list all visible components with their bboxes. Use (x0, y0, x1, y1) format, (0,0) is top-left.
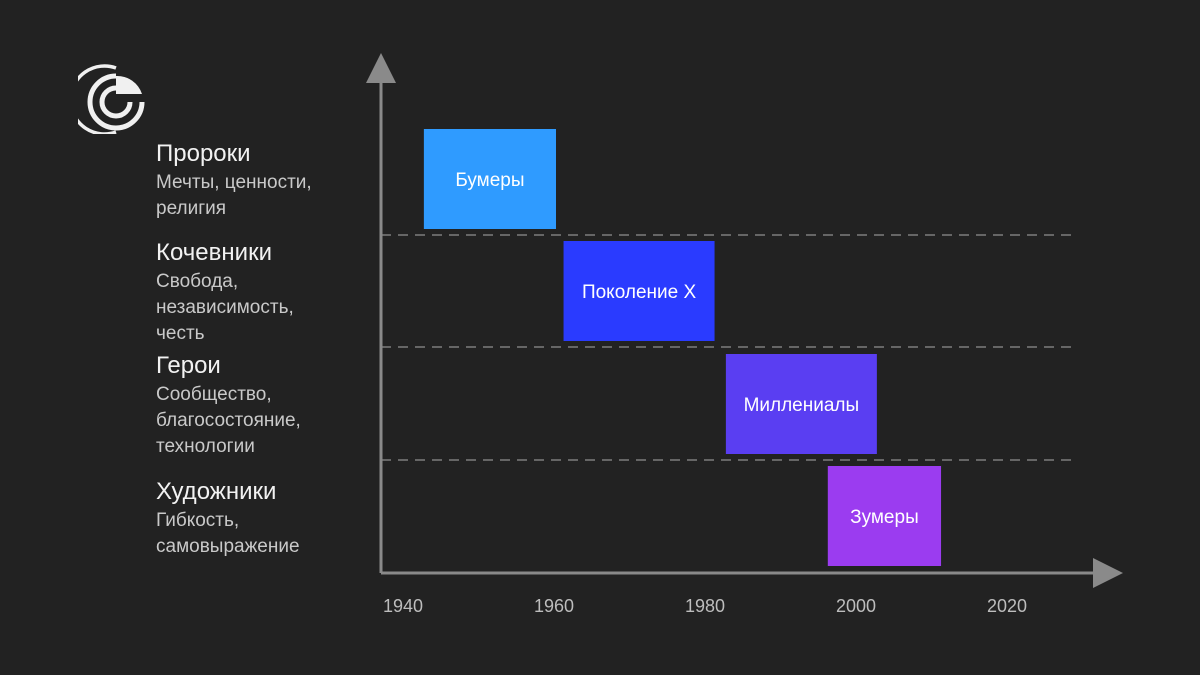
x-tick-label: 1980 (685, 596, 725, 616)
generation-bar (563, 241, 715, 341)
x-tick-label: 2020 (987, 596, 1027, 616)
category-prophets: Пророки Мечты, ценности, религия (156, 140, 356, 222)
category-description: Свобода, независимость, честь (156, 271, 294, 344)
generation-bar-label: Миллениалы (744, 395, 860, 416)
category-description: Сообщество, благосостояние, технологии (156, 384, 301, 457)
generation-bar-label: Бумеры (455, 170, 524, 191)
generation-bar-label: Поколение X (582, 282, 697, 303)
generation-bar (423, 129, 556, 229)
category-artists: Художники Гибкость, самовыражение (156, 478, 356, 560)
x-tick-label: 1940 (383, 596, 423, 616)
brand-logo-icon (78, 64, 145, 134)
category-title: Кочевники (156, 239, 272, 266)
category-nomads: Кочевники Свобода, независимость, честь (156, 239, 356, 347)
category-heroes: Герои Сообщество, благосостояние, технол… (156, 352, 356, 460)
x-tick-label: 1960 (534, 596, 574, 616)
generation-bar (827, 466, 942, 566)
generation-bar-label: Зумеры (850, 507, 919, 528)
generation-bar (725, 354, 877, 454)
category-title: Герои (156, 352, 221, 379)
x-tick-label: 2000 (836, 596, 876, 616)
category-description: Гибкость, самовыражение (156, 510, 300, 557)
category-description: Мечты, ценности, религия (156, 172, 312, 219)
category-title: Художники (156, 478, 277, 505)
category-title: Пророки (156, 140, 251, 167)
